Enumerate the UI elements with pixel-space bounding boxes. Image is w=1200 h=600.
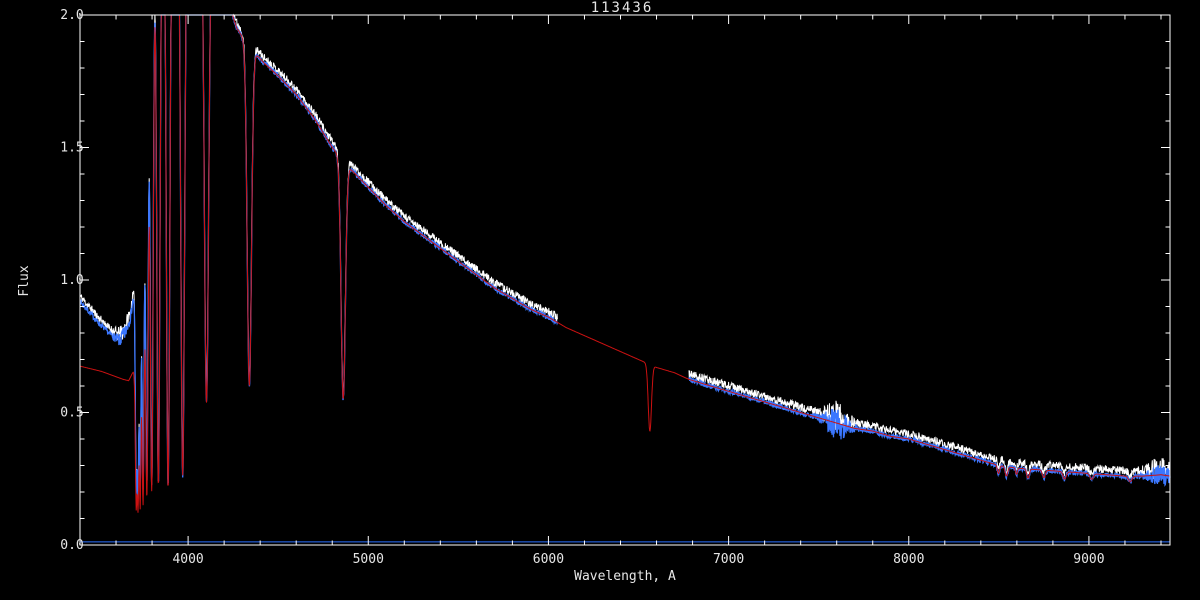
series-observed-raw bbox=[79, 13, 1171, 495]
x-tick-label: 9000 bbox=[1073, 552, 1104, 567]
y-axis-label: Flux bbox=[17, 265, 32, 296]
y-tick-label: 1.5 bbox=[60, 141, 83, 156]
x-axis-label: Wavelength, A bbox=[574, 569, 676, 584]
x-tick-label: 8000 bbox=[893, 552, 924, 567]
y-tick-label: 0.0 bbox=[60, 538, 83, 553]
x-tick-label: 7000 bbox=[713, 552, 744, 567]
axis-box bbox=[79, 14, 1171, 546]
plot-layer: 4000 5000 6000 7000 8000 9000 0.0 0.5 1.0 1.5 2.0 bbox=[60, 8, 1171, 567]
series-model-fit bbox=[79, 14, 1171, 513]
series-observed-coadd bbox=[79, 14, 1171, 499]
y-tick-label: 1.0 bbox=[60, 273, 83, 288]
x-tick-label: 5000 bbox=[353, 552, 384, 567]
x-tick-label: 6000 bbox=[533, 552, 564, 567]
y-tick-label: 2.0 bbox=[60, 8, 83, 23]
chart-title: 113436 bbox=[591, 0, 654, 16]
x-tick-label: 4000 bbox=[172, 552, 203, 567]
y-tick-label: 0.5 bbox=[60, 406, 83, 421]
